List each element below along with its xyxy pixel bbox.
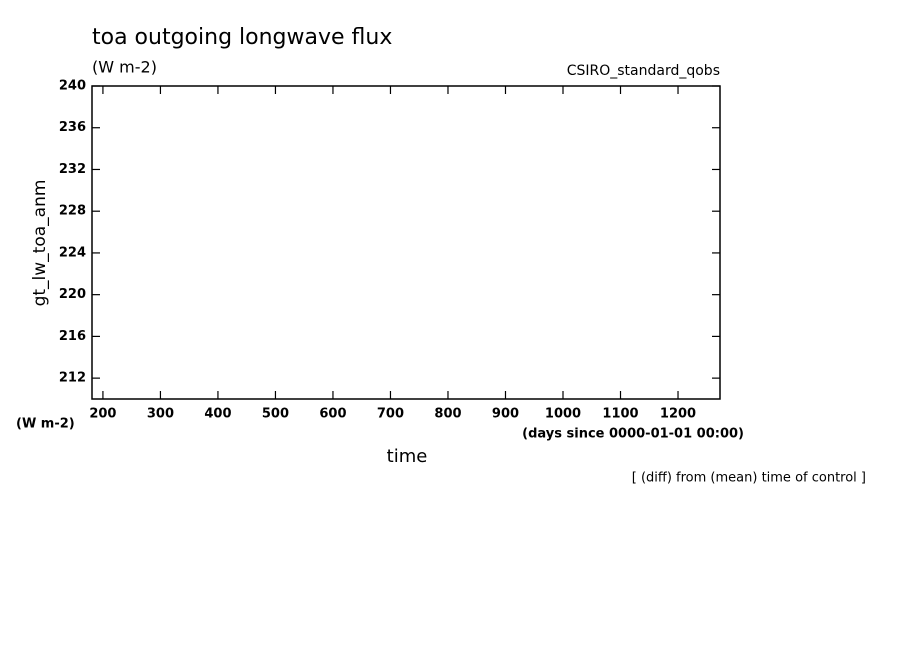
x-tick-label: 600	[319, 407, 346, 422]
x-axis-label: time	[387, 446, 428, 467]
note: [ (diff) from (mean) time of control ]	[632, 471, 866, 486]
y-tick-label: 228	[59, 204, 86, 219]
x-tick-label: 300	[147, 407, 174, 422]
source-label: CSIRO_standard_qobs	[567, 63, 720, 79]
y-tick-label: 220	[59, 287, 86, 302]
chart-subtitle: (W m-2)	[92, 58, 157, 77]
x-tick-label: 700	[377, 407, 404, 422]
y-tick-label: 212	[59, 371, 86, 386]
x-tick-label: 500	[262, 407, 289, 422]
x-tick-label: 1200	[660, 407, 696, 422]
x-tick-label: 900	[492, 407, 519, 422]
y-units: (W m-2)	[16, 417, 75, 432]
x-tick-label: 400	[204, 407, 231, 422]
y-tick-label: 236	[59, 120, 86, 135]
x-tick-label: 1000	[545, 407, 581, 422]
x-units: (days since 0000-01-01 00:00)	[522, 427, 744, 442]
plot-frame	[91, 85, 721, 400]
x-tick-label: 200	[89, 407, 116, 422]
x-tick-label: 800	[434, 407, 461, 422]
y-tick-label: 216	[59, 329, 86, 344]
y-tick-label: 232	[59, 162, 86, 177]
x-tick-label: 1100	[602, 407, 638, 422]
chart-title: toa outgoing longwave flux	[92, 25, 392, 50]
y-tick-label: 224	[59, 245, 86, 260]
y-axis-label: gt_lw_toa_anm	[30, 180, 50, 307]
y-tick-label: 240	[59, 79, 86, 94]
